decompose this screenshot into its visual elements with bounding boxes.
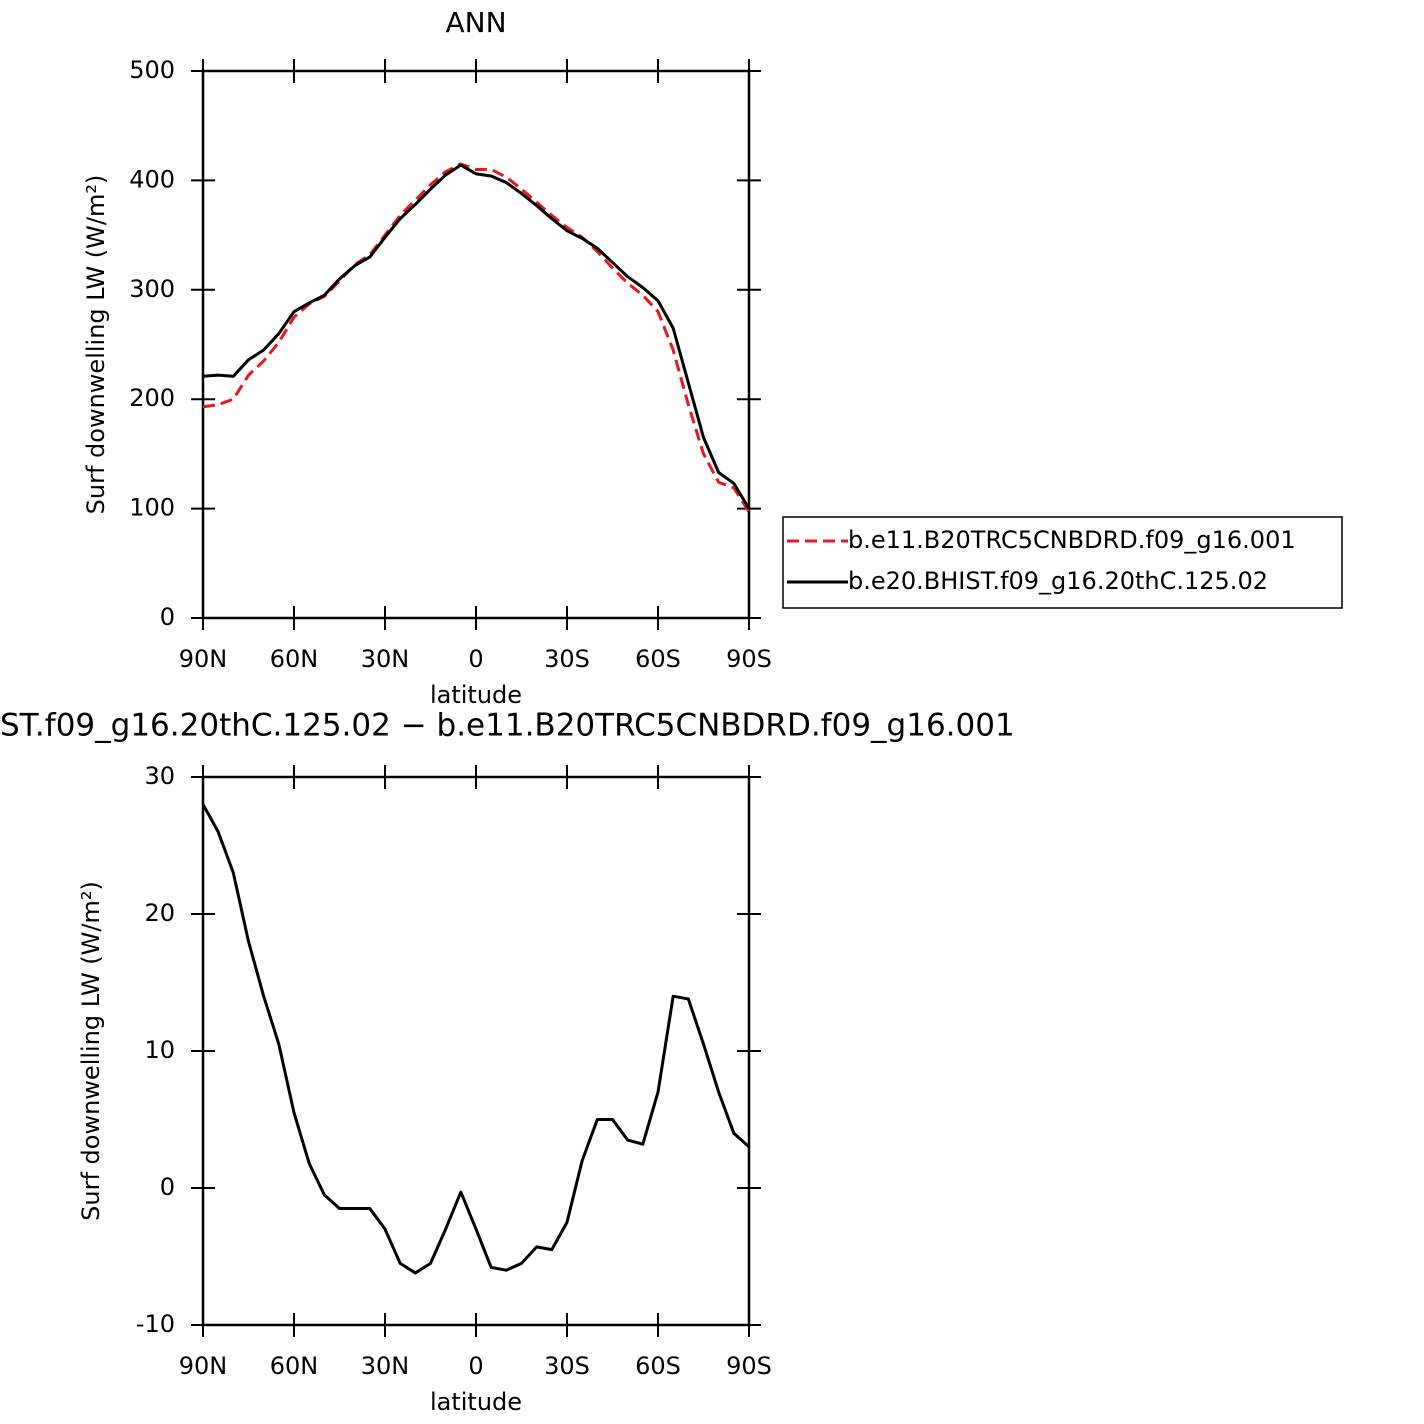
x-axis-label: latitude [430, 681, 522, 709]
plot-frame [201, 775, 751, 1327]
data-line [202, 163, 751, 510]
y-tick-label: 30 [144, 762, 175, 790]
x-axis-label: latitude [430, 1388, 522, 1416]
y-tick-label: 400 [129, 165, 175, 193]
x-tick-label: 90N [179, 1352, 228, 1380]
y-axis-label: Surf downwelling LW (W/m²) [82, 175, 110, 515]
legend-box [782, 516, 1343, 609]
x-tick-label: 90S [726, 1352, 772, 1380]
y-tick-label: 0 [160, 603, 175, 631]
y-tick-label: 100 [129, 494, 175, 522]
data-line [202, 162, 751, 513]
x-tick-label: 30S [544, 1352, 590, 1380]
x-tick-label: 60N [270, 1352, 319, 1380]
y-tick-label: 300 [129, 275, 175, 303]
x-tick-label: 90S [726, 645, 772, 673]
y-tick-label: 0 [160, 1173, 175, 1201]
y-tick-label: -10 [136, 1310, 175, 1338]
legend-label: b.e20.BHIST.f09_g16.20thC.125.02 [848, 567, 1268, 595]
x-tick-label: 60N [270, 645, 319, 673]
x-tick-label: 60S [635, 1352, 681, 1380]
x-tick-label: 0 [468, 645, 483, 673]
data-line [201, 803, 751, 1275]
chart-title: ST.f09_g16.20thC.125.02 − b.e11.B20TRC5C… [0, 708, 1015, 744]
x-tick-label: 30N [361, 1352, 410, 1380]
y-tick-label: 500 [129, 56, 175, 84]
x-tick-label: 30N [361, 645, 410, 673]
plot-frame [201, 69, 751, 620]
x-tick-label: 0 [468, 1352, 483, 1380]
y-axis-label: Surf downwelling LW (W/m²) [77, 881, 105, 1221]
x-tick-label: 90N [179, 645, 228, 673]
y-tick-label: 200 [129, 384, 175, 412]
x-tick-label: 60S [635, 645, 681, 673]
x-tick-label: 30S [544, 645, 590, 673]
y-tick-label: 20 [144, 899, 175, 927]
legend-label: b.e11.B20TRC5CNBDRD.f09_g16.001 [848, 526, 1296, 554]
y-tick-label: 10 [144, 1036, 175, 1064]
chart-title: ANN [445, 6, 506, 39]
